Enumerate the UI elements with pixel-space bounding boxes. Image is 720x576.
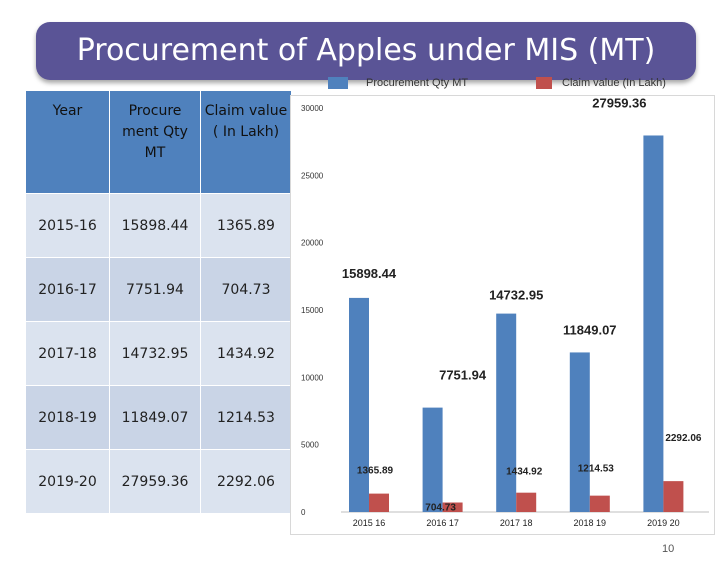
bar-chart-svg: 0 5000 10000 15000 20000 25000 30000 2015 16 158… xyxy=(301,95,709,528)
table-cell-claim: 2292.06 xyxy=(200,449,292,514)
bar-procurement xyxy=(349,297,369,512)
table-header-claim: Claim value ( In Lakh) xyxy=(200,90,292,194)
legend-label-claim: Claim value (In Lakh) xyxy=(562,77,666,89)
data-label-procurement: 27959.36 xyxy=(592,96,646,110)
table-cell-procurement: 15898.44 xyxy=(109,193,201,258)
slide-title: Procurement of Apples under MIS (MT) xyxy=(36,22,696,80)
y-tick-label: 20000 xyxy=(301,239,324,248)
bar-procurement xyxy=(422,407,443,512)
y-tick-label: 30000 xyxy=(301,104,324,113)
table-header-row: Year Procure ment Qty MT Claim value ( I… xyxy=(25,90,292,194)
y-tick-label: 10000 xyxy=(301,373,324,382)
x-tick-label: 2016 17 xyxy=(426,518,459,528)
table-row: 2018-19 11849.07 1214.53 xyxy=(25,385,292,450)
bar-claim xyxy=(442,502,463,512)
bar-claim xyxy=(663,481,684,512)
x-tick-label: 2018 19 xyxy=(574,518,607,528)
table-cell-claim: 1365.89 xyxy=(200,193,292,258)
bar-chart: 0 5000 10000 15000 20000 25000 30000 2015 16 158… xyxy=(290,95,715,535)
table-row: 2016-17 7751.94 704.73 xyxy=(25,257,292,322)
bar-claim xyxy=(369,493,389,512)
legend-item-procurement: Procurement Qty MT xyxy=(328,75,468,91)
table-cell-year: 2015-16 xyxy=(25,193,110,258)
x-tick-label: 2017 18 xyxy=(500,518,533,528)
table-cell-year: 2016-17 xyxy=(25,257,110,322)
table-cell-claim: 1434.92 xyxy=(200,321,292,386)
page-number: 10 xyxy=(662,543,675,555)
table-cell-procurement: 11849.07 xyxy=(109,385,201,450)
table-cell-year: 2018-19 xyxy=(25,385,110,450)
data-label-procurement: 7751.94 xyxy=(439,368,487,383)
y-tick-label: 15000 xyxy=(301,306,324,315)
data-label-procurement: 11849.07 xyxy=(563,322,617,337)
y-tick-label: 5000 xyxy=(301,441,319,450)
table-cell-procurement: 27959.36 xyxy=(109,449,201,514)
legend-swatch-procurement xyxy=(328,77,348,89)
x-tick-label: 2019 20 xyxy=(647,518,680,528)
table-cell-claim: 1214.53 xyxy=(200,385,292,450)
data-label-procurement: 14732.95 xyxy=(489,288,543,303)
table-header-procurement: Procure ment Qty MT xyxy=(109,90,201,194)
table-row: 2017-18 14732.95 1434.92 xyxy=(25,321,292,386)
data-table: Year Procure ment Qty MT Claim value ( I… xyxy=(25,90,292,514)
table-cell-procurement: 7751.94 xyxy=(109,257,201,322)
legend-label-procurement: Procurement Qty MT xyxy=(366,77,469,89)
table-row: 2015-16 15898.44 1365.89 xyxy=(25,193,292,258)
table-header-year: Year xyxy=(25,90,110,194)
table-row: 2019-20 27959.36 2292.06 xyxy=(25,449,292,514)
y-tick-label: 0 xyxy=(301,508,306,517)
data-label-claim: 1434.92 xyxy=(506,467,543,478)
data-label-claim: 1365.89 xyxy=(357,466,394,477)
bar-procurement xyxy=(569,352,590,512)
data-label-procurement: 15898.44 xyxy=(342,266,397,281)
bar-procurement xyxy=(496,313,517,512)
legend-swatch-claim xyxy=(536,77,552,89)
bar-claim xyxy=(516,492,537,512)
data-label-claim: 704.73 xyxy=(425,503,456,514)
bar-procurement xyxy=(643,135,664,512)
bar-claim xyxy=(589,495,610,512)
table-cell-claim: 704.73 xyxy=(200,257,292,322)
data-label-claim: 1214.53 xyxy=(578,464,615,475)
y-tick-label: 25000 xyxy=(301,171,324,180)
table-cell-procurement: 14732.95 xyxy=(109,321,201,386)
data-label-claim: 2292.06 xyxy=(665,433,702,444)
x-tick-label: 2015 16 xyxy=(353,518,386,528)
table-cell-year: 2019-20 xyxy=(25,449,110,514)
table-cell-year: 2017-18 xyxy=(25,321,110,386)
legend-item-claim: Claim value (In Lakh) xyxy=(536,75,666,91)
